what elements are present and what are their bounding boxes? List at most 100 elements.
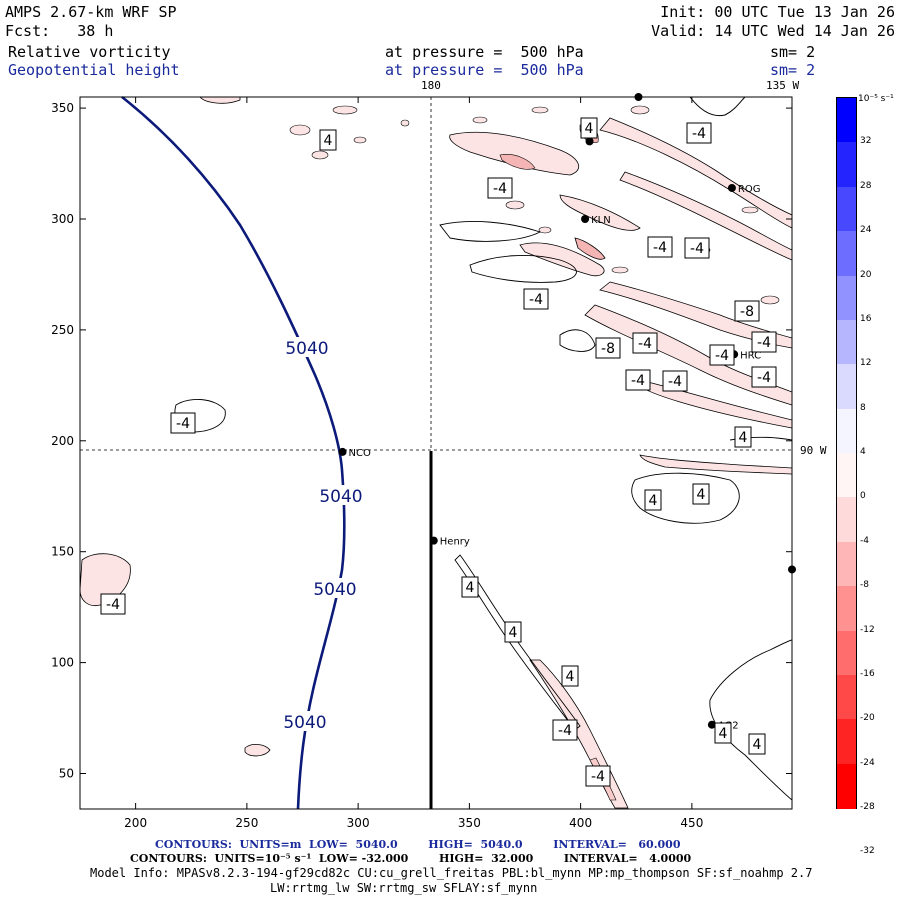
vorticity-label: -4 — [493, 181, 507, 197]
station-label: ROG — [738, 184, 761, 195]
vorticity-label: -4 — [653, 240, 667, 256]
y-tick-label: 50 — [59, 767, 74, 781]
vorticity-area — [244, 744, 271, 757]
model-info-physics: LW:rrtmg_lw SW:rrtmg_sw SFLAY:sf_mynn — [270, 881, 538, 895]
plot-frame — [79, 96, 793, 810]
station-marker — [585, 137, 594, 146]
y-tick-label: 350 — [51, 101, 74, 115]
colorbar-label: -20 — [860, 713, 875, 724]
meridian-label-90w: 90 W — [800, 444, 827, 457]
height-label-bg — [309, 578, 361, 598]
vorticity-area — [199, 97, 241, 104]
colorbar-label: 16 — [860, 313, 872, 324]
colorbar-label: -28 — [860, 802, 875, 812]
colorbar-label: 24 — [860, 225, 872, 236]
vorticity-label: -4 — [176, 416, 190, 432]
colorbar-label: 4 — [860, 447, 866, 457]
vorticity-label: 4 — [649, 493, 658, 509]
colorbar-segment — [837, 497, 856, 543]
field2-smoothing: sm= 2 — [770, 61, 816, 79]
colorbar-label: 12 — [860, 358, 872, 369]
vorticity-label-box — [714, 722, 732, 744]
colorbar-segment — [837, 586, 856, 631]
vorticity-band — [519, 242, 605, 277]
meridian-label-135w: 135 W — [766, 79, 800, 92]
height-contour-5040 — [121, 95, 346, 810]
vorticity-label: -4 — [591, 769, 605, 785]
station-marker — [581, 214, 590, 223]
vorticity-label-box — [595, 337, 621, 359]
station-marker — [429, 536, 438, 545]
colorbar-segment — [837, 674, 856, 720]
vorticity-label: 4 — [466, 580, 475, 596]
colorbar-label: -24 — [860, 757, 875, 768]
y-tick-label: 200 — [51, 434, 74, 448]
field2-name: Geopotential height — [8, 61, 180, 79]
vorticity-label-box — [170, 412, 196, 434]
y-tick-label: 300 — [51, 212, 74, 226]
vorticity-label: 4 — [739, 430, 748, 446]
vorticity-band — [639, 454, 792, 475]
colorbar-segment — [837, 98, 856, 143]
vorticity-area — [80, 553, 131, 607]
vorticity-label: -4 — [692, 126, 706, 142]
vorticity-band — [584, 304, 792, 406]
forecast-hour: Fcst: 38 h — [5, 22, 114, 40]
field1-level: at pressure = 500 hPa — [385, 43, 584, 61]
model-info: Model Info: MPASv8.2.3-194-gf29cd82c CU:… — [90, 866, 813, 880]
colorbar-label: 32 — [860, 136, 872, 147]
field2-level: at pressure = 500 hPa — [385, 61, 584, 79]
vorticity-label-layer: 4-4-4-4-4-8 -4-4 -4-8-4-4-444 4444-4-4-444-… — [100, 117, 777, 787]
vorticity-label: -4 — [668, 374, 682, 390]
vorticity-label-box — [580, 117, 598, 139]
vorticity-band — [559, 194, 641, 231]
vorticity-label-box — [487, 177, 513, 199]
vorticity-label-box — [662, 370, 688, 392]
colorbar-segment — [837, 763, 856, 809]
vorticity-contour — [559, 329, 596, 352]
vorticity-label: -4 — [106, 597, 120, 613]
x-tick-label: 350 — [458, 816, 481, 830]
vorticity-label: -4 — [558, 723, 572, 739]
colorbar-label: -32 — [860, 846, 875, 857]
colorbar-label: 0 — [860, 491, 866, 502]
vorticity-label: 4 — [719, 726, 728, 742]
vorticity-label-box — [625, 369, 651, 391]
vorticity-label: 4 — [753, 737, 762, 753]
vorticity-label: 4 — [566, 669, 575, 685]
contours-height-info: CONTOURS: UNITS=m LOW= 5040.0 HIGH= 5040… — [155, 838, 681, 851]
vorticity-band — [619, 171, 792, 261]
vorticity-label-box — [561, 665, 579, 687]
vorticity-label: -4 — [631, 373, 645, 389]
colorbar-label: -4 — [860, 535, 869, 546]
vorticity-label-box — [461, 576, 479, 598]
colorbar-segment — [837, 453, 856, 498]
height-label-bg — [279, 711, 331, 731]
colorbar-segment — [837, 319, 856, 365]
vorticity-label-box — [734, 300, 760, 322]
y-tick-label: 250 — [51, 323, 74, 337]
colorbar-segment — [837, 630, 856, 676]
contours-vorticity-info: CONTOURS: UNITS=10⁻⁵ s⁻¹ LOW= -32.000 HI… — [130, 852, 692, 865]
height-label: 5040 — [319, 487, 362, 507]
station-label: Henry — [440, 537, 470, 548]
vorticity-contour — [439, 221, 542, 242]
colorbar-unit: 10⁻⁵ s⁻¹ — [858, 94, 894, 104]
vorticity-label: -4 — [638, 336, 652, 352]
colorbar-label: 20 — [860, 269, 872, 280]
vorticity-label-box — [751, 366, 777, 388]
x-tick-label: 300 — [347, 816, 370, 830]
vorticity-label-box — [684, 237, 710, 259]
vorticity-label: -4 — [529, 292, 543, 308]
vorticity-label-box — [692, 483, 710, 505]
x-tick-label: 200 — [124, 816, 147, 830]
y-tick-label: 150 — [51, 545, 74, 559]
colorbar-segment — [837, 231, 856, 276]
vorticity-label: -4 — [757, 370, 771, 386]
vorticity-label-box — [751, 331, 777, 353]
colorbar-label: -16 — [860, 668, 875, 679]
x-tick-label: 400 — [569, 816, 592, 830]
station-marker — [634, 93, 643, 101]
vorticity-label-box — [100, 593, 126, 615]
vorticity-label-box — [709, 344, 735, 366]
